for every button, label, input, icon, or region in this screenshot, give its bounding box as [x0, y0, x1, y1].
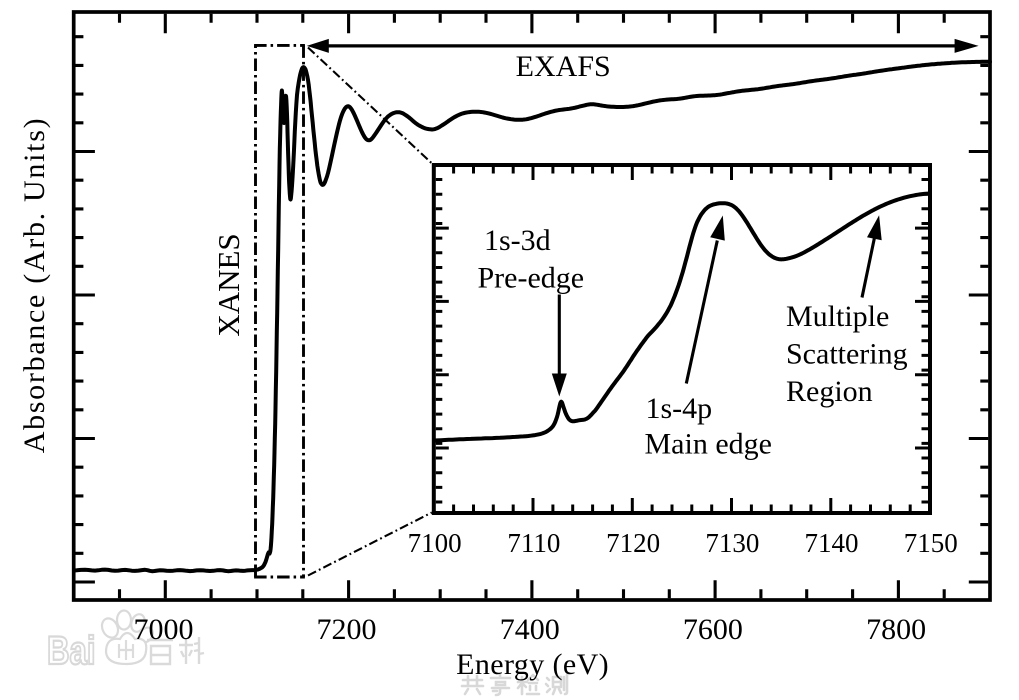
svg-text:7120: 7120 [606, 528, 660, 558]
svg-text:7100: 7100 [408, 528, 462, 558]
svg-text:7400: 7400 [500, 613, 560, 646]
svg-text:7150: 7150 [904, 528, 958, 558]
svg-text:7140: 7140 [805, 528, 859, 558]
svg-text:7200: 7200 [317, 613, 377, 646]
svg-text:7800: 7800 [866, 613, 926, 646]
svg-text:7000: 7000 [134, 613, 194, 646]
svg-text:Main edge: Main edge [645, 428, 772, 461]
svg-text:Pre-edge: Pre-edge [478, 262, 585, 295]
svg-text:Absorbance (Arb. Units): Absorbance (Arb. Units) [18, 117, 51, 454]
svg-text:7110: 7110 [507, 528, 560, 558]
svg-text:XANES: XANES [211, 233, 246, 336]
svg-text:1s-4p: 1s-4p [646, 392, 713, 425]
svg-text:Energy (eV): Energy (eV) [456, 648, 609, 681]
svg-text:1s-3d: 1s-3d [484, 224, 551, 257]
svg-text:EXAFS: EXAFS [516, 50, 611, 83]
svg-text:Scattering: Scattering [786, 338, 908, 371]
svg-text:Region: Region [786, 375, 873, 408]
svg-text:7600: 7600 [683, 613, 743, 646]
svg-text:Bai: Bai [47, 628, 96, 673]
svg-text:Multiple: Multiple [786, 300, 889, 333]
svg-text:7130: 7130 [705, 528, 759, 558]
